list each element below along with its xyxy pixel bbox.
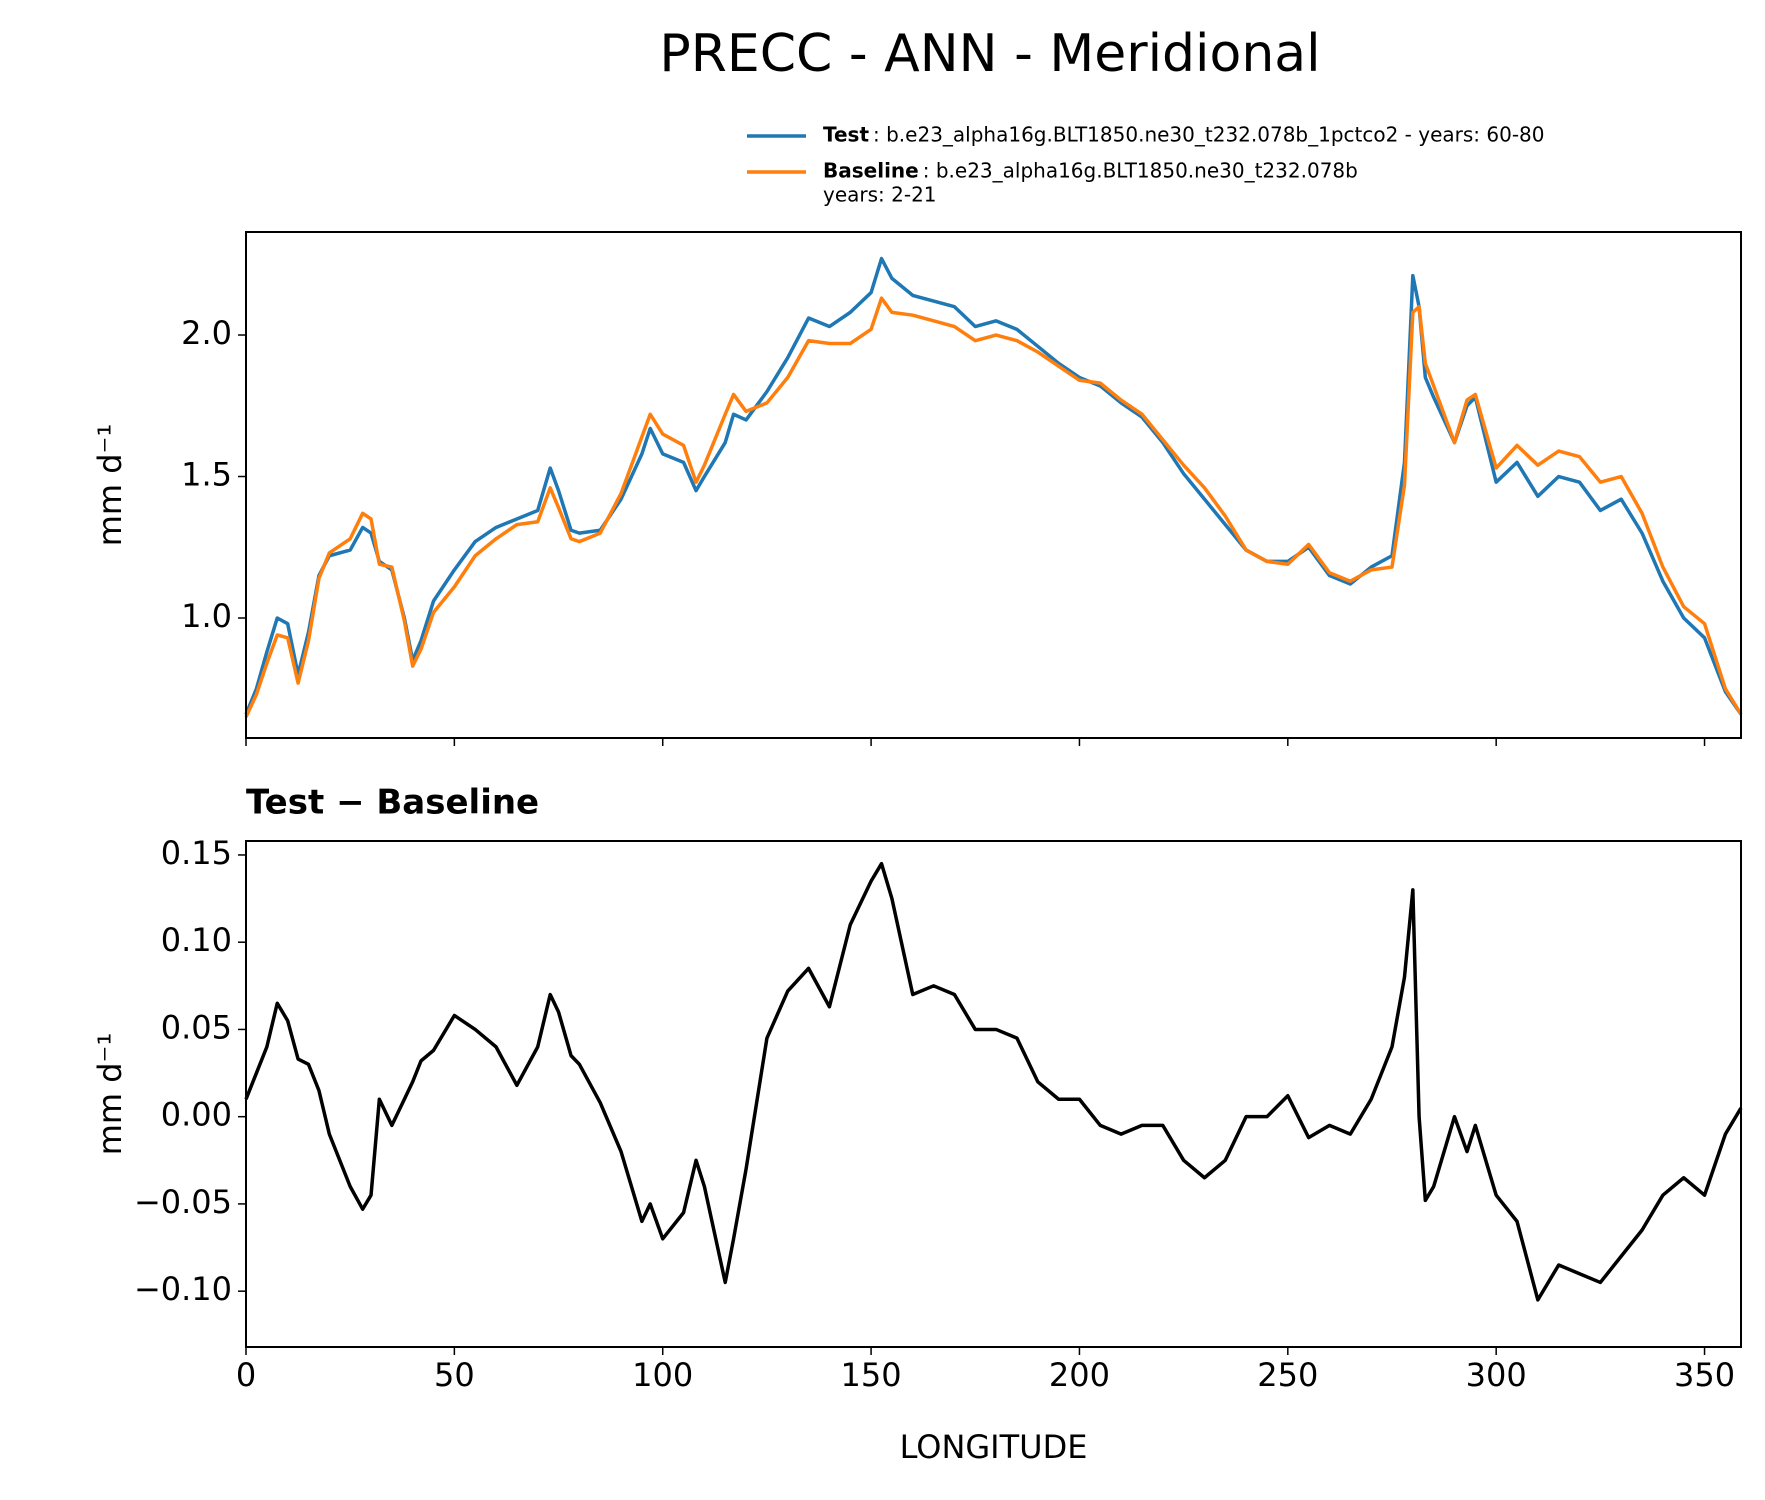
- data-line: [244, 861, 1743, 1302]
- y-tick-label: −0.10: [134, 1270, 232, 1308]
- y-tick-label: 2.0: [181, 314, 232, 352]
- y-tick-label: 1.5: [181, 456, 232, 494]
- legend-description: years: 2-21: [823, 183, 937, 207]
- plot-frame: [245, 231, 1742, 739]
- y-tick-label: 0.05: [161, 1008, 232, 1046]
- legend-name: Baseline: [823, 159, 919, 183]
- x-tick-label: 100: [632, 1356, 693, 1394]
- plot-frame: [245, 840, 1742, 1348]
- x-tick-label: 250: [1257, 1356, 1318, 1394]
- y-tick-label: 0.15: [161, 834, 232, 872]
- legend-description: : b.e23_alpha16g.BLT1850.ne30_t232.078b_…: [873, 123, 1545, 147]
- legend-name: Test: [823, 123, 869, 147]
- x-axis-label: LONGITUDE: [900, 1428, 1088, 1466]
- x-tick-label: 300: [1466, 1356, 1527, 1394]
- data-line: [244, 256, 1743, 716]
- y-tick-label: −0.05: [134, 1183, 232, 1221]
- y-tick-label: 0.10: [161, 921, 232, 959]
- y-axis-label: mm d⁻¹: [91, 1033, 129, 1156]
- x-tick-label: 200: [1049, 1356, 1110, 1394]
- x-tick-label: 150: [841, 1356, 902, 1394]
- data-line: [244, 296, 1743, 718]
- x-tick-label: 350: [1674, 1356, 1735, 1394]
- x-tick-label: 50: [434, 1356, 475, 1394]
- figure-title: PRECC - ANN - Meridional: [659, 24, 1320, 84]
- legend-description: : b.e23_alpha16g.BLT1850.ne30_t232.078b: [923, 159, 1358, 183]
- y-tick-label: 0.00: [161, 1096, 232, 1134]
- legend: Test: b.e23_alpha16g.BLT1850.ne30_t232.0…: [747, 123, 1545, 207]
- y-tick-label: 1.0: [181, 597, 232, 635]
- y-axis-label: mm d⁻¹: [91, 424, 129, 547]
- subplot-title: Test − Baseline: [246, 783, 539, 823]
- x-tick-label: 0: [236, 1356, 256, 1394]
